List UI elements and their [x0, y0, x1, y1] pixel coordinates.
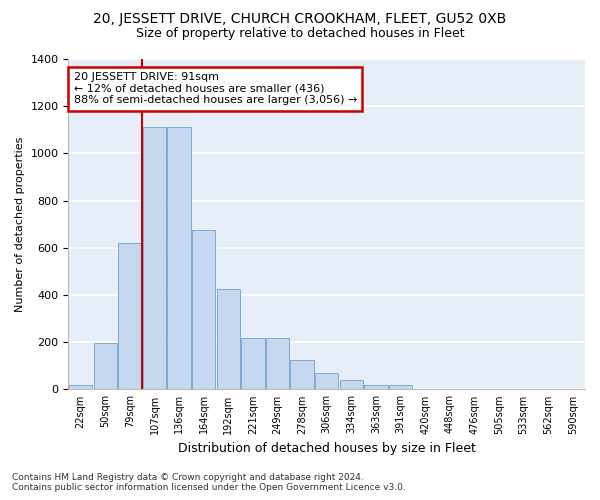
- Bar: [118, 243, 142, 390]
- Text: 20, JESSETT DRIVE, CHURCH CROOKHAM, FLEET, GU52 0XB: 20, JESSETT DRIVE, CHURCH CROOKHAM, FLEE…: [94, 12, 506, 26]
- Bar: [94, 344, 117, 390]
- Bar: [217, 289, 240, 390]
- Bar: [143, 128, 166, 390]
- Text: Size of property relative to detached houses in Fleet: Size of property relative to detached ho…: [136, 28, 464, 40]
- Text: Contains HM Land Registry data © Crown copyright and database right 2024.
Contai: Contains HM Land Registry data © Crown c…: [12, 473, 406, 492]
- Bar: [69, 384, 92, 390]
- Y-axis label: Number of detached properties: Number of detached properties: [15, 136, 25, 312]
- Bar: [315, 373, 338, 390]
- Bar: [241, 338, 265, 390]
- Bar: [389, 384, 412, 390]
- Bar: [266, 338, 289, 390]
- Bar: [167, 128, 191, 390]
- Bar: [340, 380, 363, 390]
- Bar: [192, 230, 215, 390]
- Bar: [290, 360, 314, 390]
- Bar: [364, 384, 388, 390]
- Text: 20 JESSETT DRIVE: 91sqm
← 12% of detached houses are smaller (436)
88% of semi-d: 20 JESSETT DRIVE: 91sqm ← 12% of detache…: [74, 72, 357, 106]
- X-axis label: Distribution of detached houses by size in Fleet: Distribution of detached houses by size …: [178, 442, 476, 455]
